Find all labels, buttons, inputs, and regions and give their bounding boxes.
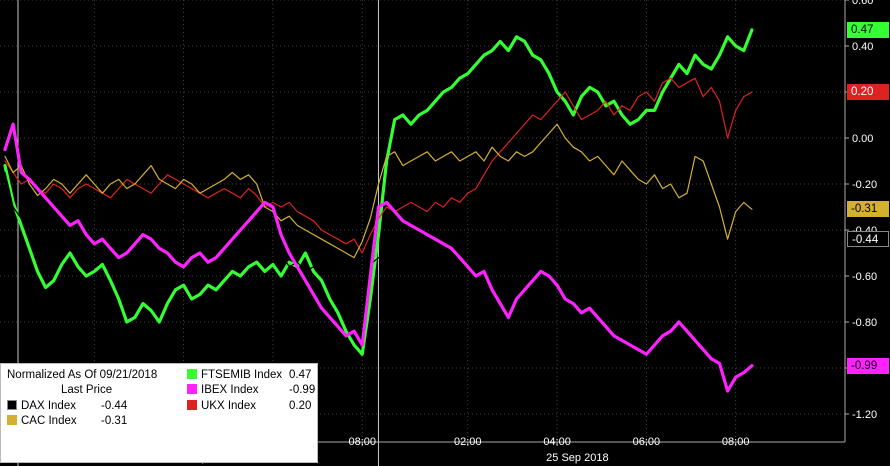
chart-legend: Normalized As Of 09/21/2018 Last Price D…: [0, 363, 318, 463]
legend-swatch-dax: [7, 400, 17, 410]
legend-value-dax: -0.44: [101, 400, 128, 412]
legend-name-dax: DAX Index: [21, 400, 76, 412]
x-tick-label: 06:00: [633, 436, 661, 448]
legend-swatch-cac: [7, 415, 17, 425]
x-day-label: 25 Sep 2018: [546, 452, 608, 464]
legend-value-ftsemib: 0.47: [289, 369, 312, 381]
y-tick-label: -0.60: [852, 271, 877, 283]
legend-item-ftsemib: FTSEMIB Index 0.47: [187, 368, 311, 383]
legend-subheader: Last Price: [61, 384, 113, 396]
legend-item-ukx: UKX Index 0.20: [187, 399, 311, 414]
end-label-ftsemib: 0.47: [847, 21, 889, 38]
legend-swatch-ukx: [187, 400, 197, 410]
legend-value-ibex: -0.99: [289, 384, 316, 396]
legend-value-cac: -0.31: [101, 415, 128, 427]
y-tick-label: 0.60: [852, 0, 873, 7]
series-line-cac: [4, 123, 753, 259]
legend-swatch-ftsemib: [187, 369, 197, 379]
legend-item-dax: DAX Index -0.44: [7, 399, 127, 414]
end-label-ukx: 0.20: [847, 84, 889, 100]
y-tick-label: 0.40: [852, 41, 873, 53]
series-line-ibex: [3, 122, 754, 393]
end-label-dax: -0.44: [847, 231, 889, 248]
x-tick-label: 08:00: [722, 436, 750, 448]
y-tick-label: 0.00: [852, 133, 873, 145]
legend-value-ukx: 0.20: [289, 400, 312, 412]
y-tick-label: -0.80: [852, 317, 877, 329]
x-tick-label: 02:00: [454, 436, 482, 448]
legend-swatch-ibex: [187, 384, 197, 394]
legend-item-cac: CAC Index -0.31: [7, 414, 127, 429]
legend-header: Normalized As Of 09/21/2018: [7, 369, 158, 381]
series-line-ftsemib: [3, 28, 754, 356]
legend-name-ftsemib: FTSEMIB Index: [201, 369, 283, 381]
x-tick-label: 04:00: [543, 436, 571, 448]
legend-name-ibex: IBEX Index: [201, 384, 259, 396]
end-label-ibex: -0.99: [847, 357, 889, 374]
legend-name-ukx: UKX Index: [201, 400, 256, 412]
y-tick-label: -0.20: [852, 179, 877, 191]
y-tick-label: -1.20: [852, 409, 877, 421]
chart-series-lines: [3, 28, 754, 393]
legend-name-cac: CAC Index: [21, 415, 77, 427]
series-line-dax: [4, 171, 753, 309]
end-label-cac: -0.31: [847, 201, 889, 218]
x-tick-label: 08:00: [348, 436, 376, 448]
legend-item-ibex: IBEX Index -0.99: [187, 383, 315, 398]
